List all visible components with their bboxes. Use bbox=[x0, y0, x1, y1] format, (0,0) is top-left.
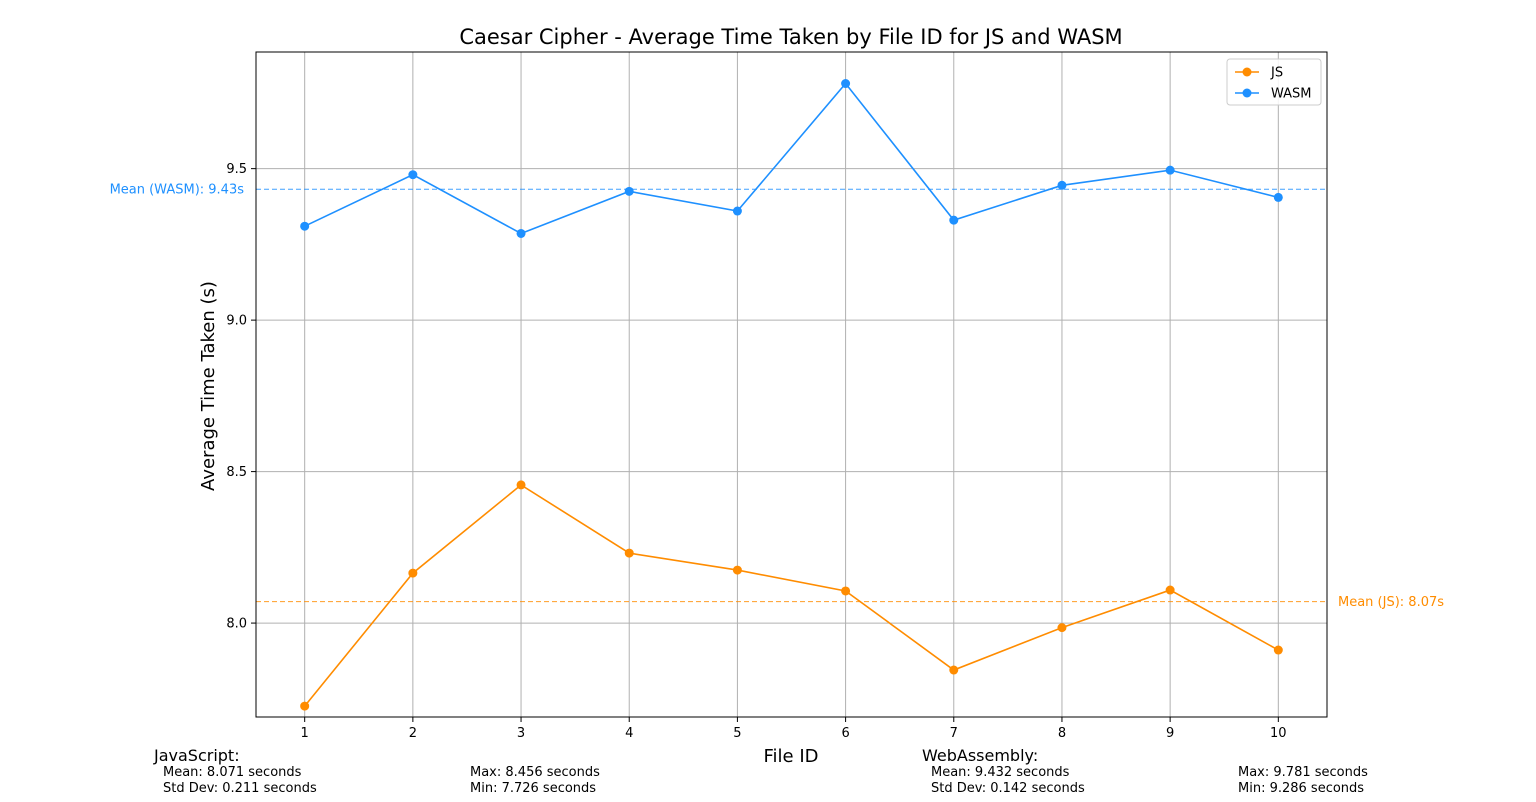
legend-label-js: JS bbox=[1270, 66, 1283, 81]
y-tick-label: 8.0 bbox=[226, 617, 247, 632]
wasm-stats-min: Min: 9.286 seconds bbox=[1238, 781, 1365, 796]
data-point-js bbox=[1057, 623, 1067, 633]
y-axis-label: Average Time Taken (s) bbox=[198, 281, 219, 491]
plot-frame bbox=[255, 51, 1328, 718]
js-stats-mean: Mean: 8.071 seconds bbox=[163, 765, 302, 780]
data-point-js bbox=[624, 548, 634, 558]
data-point-wasm bbox=[1165, 165, 1175, 175]
x-tick-label: 8 bbox=[1058, 726, 1066, 741]
wasm-stats-max: Max: 9.781 seconds bbox=[1238, 765, 1368, 780]
x-tick-label: 3 bbox=[517, 726, 525, 741]
wasm-stats-std: Std Dev: 0.142 seconds bbox=[931, 781, 1085, 796]
js-stats-heading: JavaScript: bbox=[154, 746, 240, 765]
series-line-js bbox=[304, 483, 1279, 707]
x-tick-label: 6 bbox=[841, 726, 849, 741]
y-tick-label: 8.5 bbox=[226, 465, 247, 480]
wasm-stats-heading: WebAssembly: bbox=[922, 746, 1039, 765]
y-tick-label: 9.0 bbox=[226, 314, 247, 329]
x-axis-label: File ID bbox=[763, 746, 818, 767]
mean-label-wasm: Mean (WASM): 9.43s bbox=[110, 183, 245, 198]
wasm-stats-mean: Mean: 9.432 seconds bbox=[931, 765, 1070, 780]
x-tick-label: 2 bbox=[409, 726, 417, 741]
data-point-wasm bbox=[1273, 192, 1283, 202]
x-tick-label: 5 bbox=[733, 726, 741, 741]
js-stats-std: Std Dev: 0.211 seconds bbox=[163, 781, 317, 796]
data-point-wasm bbox=[841, 79, 851, 89]
data-point-wasm bbox=[1057, 180, 1067, 190]
data-point-wasm bbox=[300, 221, 310, 231]
mean-label-js: Mean (JS): 8.07s bbox=[1338, 595, 1444, 610]
x-tick-label: 1 bbox=[301, 726, 309, 741]
js-stats-max: Max: 8.456 seconds bbox=[470, 765, 600, 780]
data-point-js bbox=[841, 586, 851, 596]
legend: JS WASM bbox=[1226, 58, 1322, 106]
data-point-wasm bbox=[408, 170, 418, 180]
data-point-js bbox=[1165, 585, 1175, 595]
chart-title: Caesar Cipher - Average Time Taken by Fi… bbox=[459, 25, 1122, 49]
data-point-js bbox=[300, 701, 310, 711]
x-tick-label: 7 bbox=[950, 726, 958, 741]
js-stats-min: Min: 7.726 seconds bbox=[470, 781, 597, 796]
data-point-js bbox=[949, 665, 959, 675]
x-tick-label: 9 bbox=[1166, 726, 1174, 741]
x-tick-label: 4 bbox=[625, 726, 633, 741]
data-point-wasm bbox=[732, 206, 742, 216]
legend-marker-wasm bbox=[1242, 88, 1252, 98]
plot-area: 1 2 3 4 5 6 7 8 9 10 8.0 8.5 9.0 9.5 Mean (JS): 8.07s M… bbox=[110, 51, 1444, 741]
y-tick-label: 9.5 bbox=[226, 162, 247, 177]
legend-label-wasm: WASM bbox=[1271, 87, 1312, 102]
data-point-js bbox=[516, 480, 526, 490]
data-point-js bbox=[1273, 645, 1283, 655]
data-point-wasm bbox=[949, 215, 959, 225]
data-point-wasm bbox=[624, 186, 634, 196]
x-tick-label: 10 bbox=[1270, 726, 1287, 741]
legend-marker-js bbox=[1242, 67, 1252, 77]
data-point-js bbox=[408, 568, 418, 578]
data-point-js bbox=[732, 565, 742, 575]
data-point-wasm bbox=[516, 228, 526, 238]
series-line-wasm bbox=[304, 82, 1279, 235]
